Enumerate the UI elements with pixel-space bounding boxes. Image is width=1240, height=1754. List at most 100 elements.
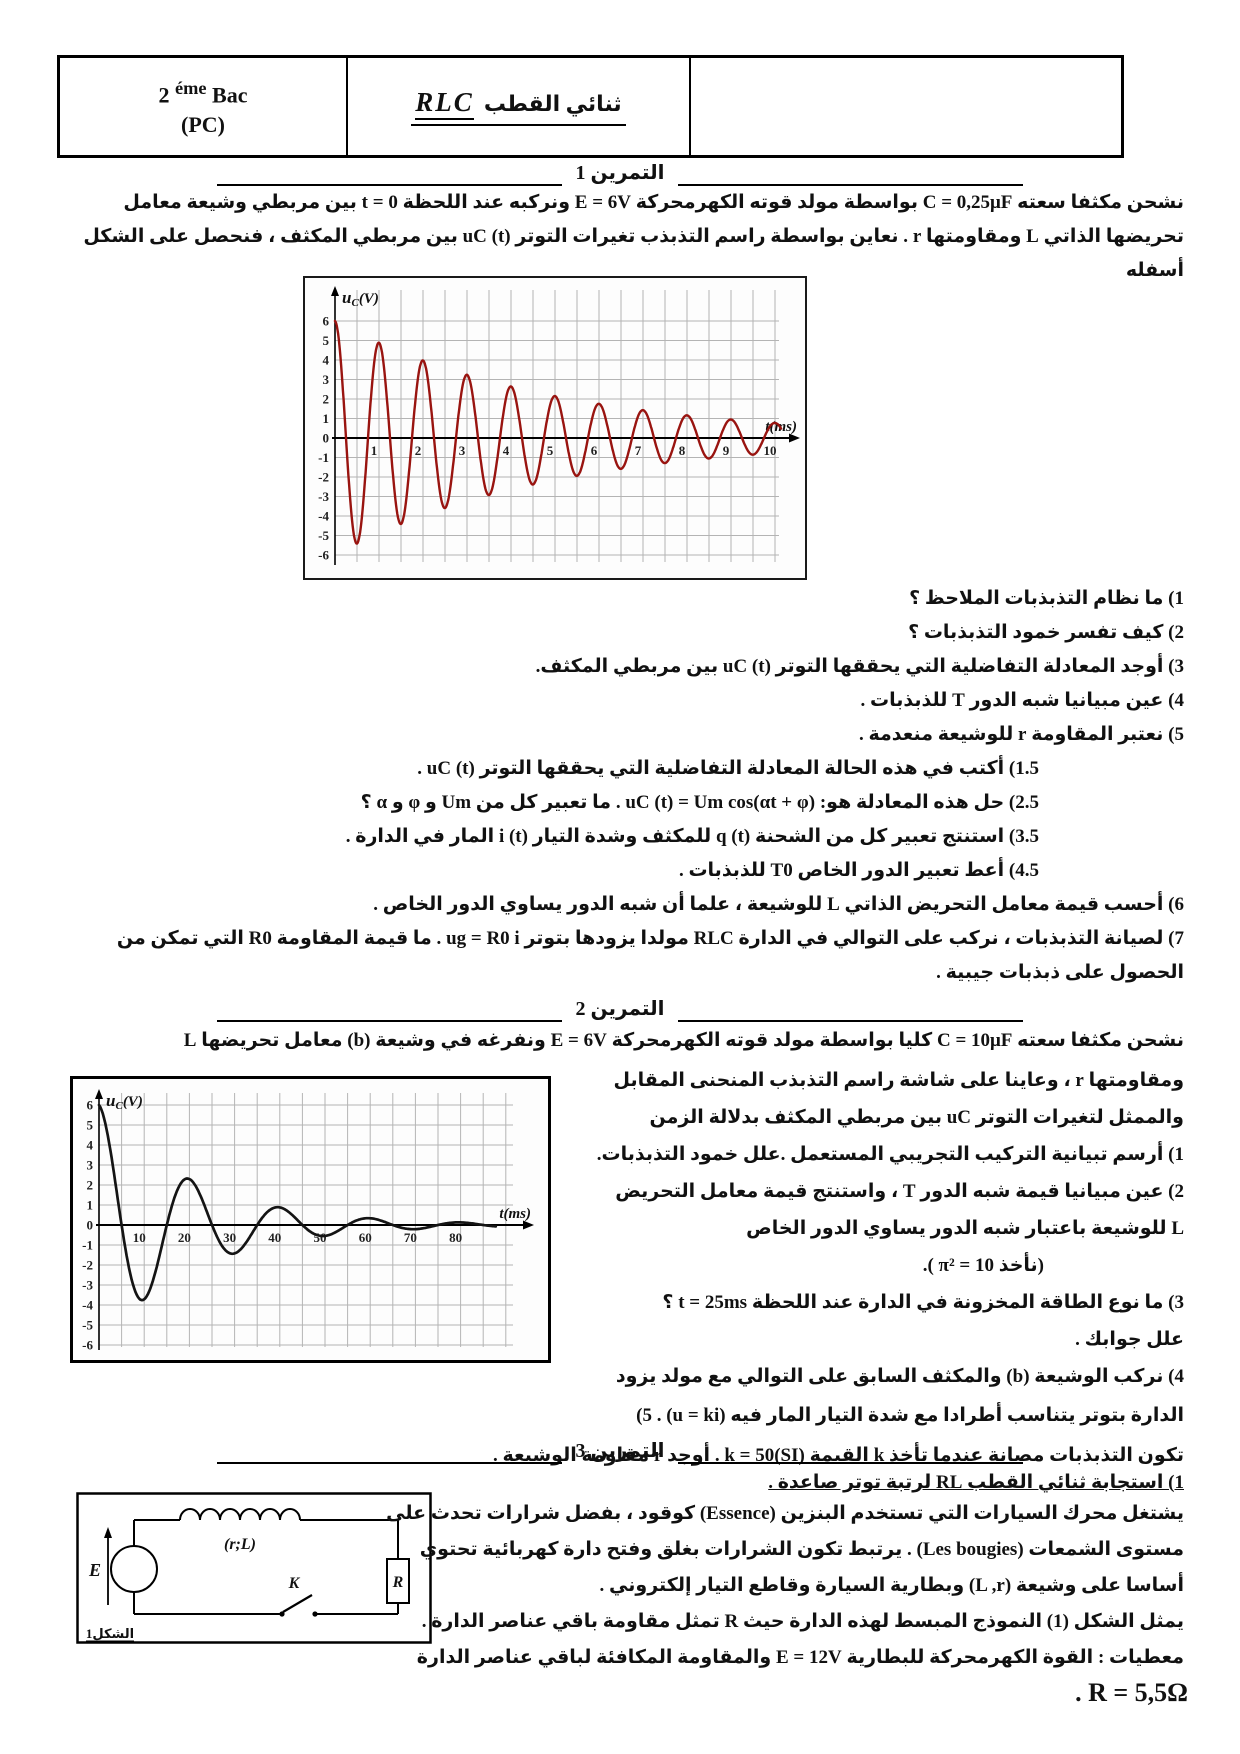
ex1-question-5-2: 2.5) حل هذه المعادلة هو: uC (t) = Um cos… [360,792,1039,813]
svg-text:-4: -4 [82,1298,93,1313]
ex3-text-line: أساسا على وشيعة (L ,r) وبطارية السيارة و… [599,1575,1184,1596]
svg-text:40: 40 [268,1230,281,1245]
ex2-question-2: 2) عين مبيانيا قيمة شبه الدور T ، واستنت… [615,1181,1184,1202]
course-title-latin: RLC [415,87,474,120]
svg-text:-3: -3 [318,489,329,504]
ex2-question-4: 4) نركب الوشيعة (b) والمكثف السابق على ا… [615,1366,1184,1387]
svg-text:-4: -4 [318,509,329,524]
svg-text:E: E [88,1560,101,1580]
exercise2-intro: نشحن مكثفا سعته C = 10μF كليا بواسطة مول… [183,1030,1184,1051]
exercise1-questions: 1) ما نظام التذبذبات الملاحظ ؟ 2) كيف تف… [58,582,1184,990]
exercise3-text: يشتغل محرك السيارات التي تستخدم البنزين … [386,1496,1184,1676]
ex2-question-3: 3) ما نوع الطاقة المخزونة في الدارة عند … [662,1292,1184,1313]
svg-text:2: 2 [87,1178,94,1193]
svg-text:-3: -3 [82,1278,93,1293]
circuit-figure: (r;L) R E K الشكل1 [76,1492,432,1644]
svg-text:uC(V): uC(V) [342,288,379,309]
ex1-question-5-3: 3.5) استنتج تعبير كل من الشحنة q (t) للم… [345,826,1039,847]
separator-line-right [678,162,1024,186]
svg-text:-5: -5 [82,1318,93,1333]
separator-line-left [216,998,562,1022]
grade-section: (PC) [181,112,225,138]
svg-text:10: 10 [133,1230,146,1245]
svg-text:-6: -6 [318,548,329,563]
ex1-question-5: 5) نعتبر المقاومة r للوشيعة منعدمة . [859,724,1184,745]
exercise2-side-text: ومقاومتها r ، وعاينا على شاشة راسم التذب… [548,1062,1184,1395]
waveform-chart-2-frame: 6 5 4 3 2 1 0 -1 -2 -3 -4 -5 -6 10 20 30 40 50 60 70 80 uC(V)… [70,1076,551,1363]
ex3-text-line: مستوى الشمعات (Les bougies) . يرتبط تكون… [419,1539,1184,1560]
ex1-question-3: 3) أوجد المعادلة التفاضلية التي يحققها ا… [535,656,1184,677]
ex3-text-line: يمثل الشكل (1) النموذج المبسط لهذه الدار… [421,1611,1184,1632]
svg-text:-2: -2 [82,1258,93,1273]
separator-line-left [216,1440,562,1464]
svg-text:30: 30 [223,1230,236,1245]
svg-text:7: 7 [635,443,642,458]
svg-text:-5: -5 [318,528,329,543]
separator-line-right [678,998,1024,1022]
svg-text:-2: -2 [318,470,329,485]
svg-text:60: 60 [359,1230,372,1245]
separator-line-right [678,1440,1024,1464]
exercise2-wide-text: الدارة بتوتر يتناسب أطرادا مع شدة التيار… [58,1396,1184,1476]
svg-text:20: 20 [178,1230,191,1245]
svg-text:6: 6 [323,314,330,329]
ex1-question-1: 1) ما نظام التذبذبات الملاحظ ؟ [909,588,1184,609]
svg-text:-1: -1 [82,1238,93,1253]
svg-text:4: 4 [87,1138,94,1153]
exercise1-separator: التمرين 1 [0,160,1240,186]
ex3-text-line: يشتغل محرك السيارات التي تستخدم البنزين … [386,1503,1184,1524]
svg-text:3: 3 [87,1158,94,1173]
svg-text:-6: -6 [82,1338,93,1353]
svg-text:2: 2 [415,443,422,458]
svg-text:9: 9 [723,443,730,458]
svg-text:5: 5 [547,443,554,458]
svg-text:-1: -1 [318,450,329,465]
svg-text:80: 80 [449,1230,462,1245]
svg-text:uC(V): uC(V) [106,1091,143,1112]
grade-cell: 2 éme Bac (PC) [60,58,348,155]
svg-text:2: 2 [323,392,330,407]
svg-text:50: 50 [314,1230,327,1245]
grade-number: 2 [158,82,170,108]
empty-header-cell [691,58,1121,155]
svg-text:0: 0 [323,431,330,446]
ex2-side-line: والممثل لتغيرات التوتر uC بين مربطي المك… [649,1107,1184,1128]
waveform-chart-1-frame: 6 5 4 3 2 1 0 -1 -2 -3 -4 -5 -6 1 2 3 4 5 6 7 8 9 10 uC(V) t(ms) [303,276,807,580]
ex1-question-2: 2) كيف تفسر خمود التذبذبات ؟ [908,622,1184,643]
ex2-question-5: تكون التذبذبات مصانة عندما تأخذ k القيمة… [492,1445,1184,1466]
ex3-data-line: معطيات : القوة الكهرمحركة للبطارية E = 1… [416,1647,1184,1668]
svg-text:3: 3 [459,443,466,458]
ex2-question-4-cont: الدارة بتوتر يتناسب أطرادا مع شدة التيار… [636,1405,1184,1426]
svg-text:K: K [288,1575,301,1592]
ex1-question-4: 4) عين مبيانيا شبه الدور T للذبذبات . [860,690,1184,711]
ex1-question-5-1: 1.5) أكتب في هذه الحالة المعادلة التفاضل… [417,758,1039,779]
exercise1-title: التمرين 1 [575,162,665,184]
svg-text:8: 8 [679,443,686,458]
svg-text:6: 6 [87,1098,94,1113]
svg-text:5: 5 [323,333,330,348]
course-title-cell: ثنائي القطب RLC [348,58,691,155]
svg-text:الشكل1: الشكل1 [86,1626,134,1641]
exercise3-q1-heading: 1) استجابة ثنائي القطب RL لرتبة توتر صاع… [768,1472,1184,1493]
course-title-arabic: ثنائي القطب [483,91,622,116]
ex1-question-7: 7) لصيانة التذبذبات ، نركب على التوالي ف… [116,928,1184,983]
exercise1-intro: نشحن مكثفا سعته C = 0,25μF بواسطة مولد ق… [83,192,1184,281]
grade-text: 2 éme Bac [159,73,248,110]
ex2-question-1: 1) أرسم تبيانية التركيب التجريبي المستعم… [596,1144,1184,1165]
svg-text:4: 4 [323,353,330,368]
svg-text:0: 0 [87,1218,94,1233]
svg-text:5: 5 [87,1118,94,1133]
ex1-question-5-4: 4.5) أعط تعبير الدور الخاص T0 للذبذبات . [678,860,1039,881]
svg-text:1: 1 [323,411,330,426]
header-table: 2 éme Bac (PC) ثنائي القطب RLC [57,55,1124,158]
resistance-value-line: R = 5,5Ω . [1075,1678,1188,1707]
ex1-question-6: 6) أحسب قيمة معامل التحريض الذاتي L للوش… [373,894,1184,915]
svg-text:3: 3 [323,372,330,387]
grade-superscript: éme [175,77,207,98]
svg-text:1: 1 [371,443,378,458]
exercise2-separator: التمرين 2 [0,996,1240,1022]
ex2-side-line: ومقاومتها r ، وعاينا على شاشة راسم التذب… [613,1070,1184,1091]
